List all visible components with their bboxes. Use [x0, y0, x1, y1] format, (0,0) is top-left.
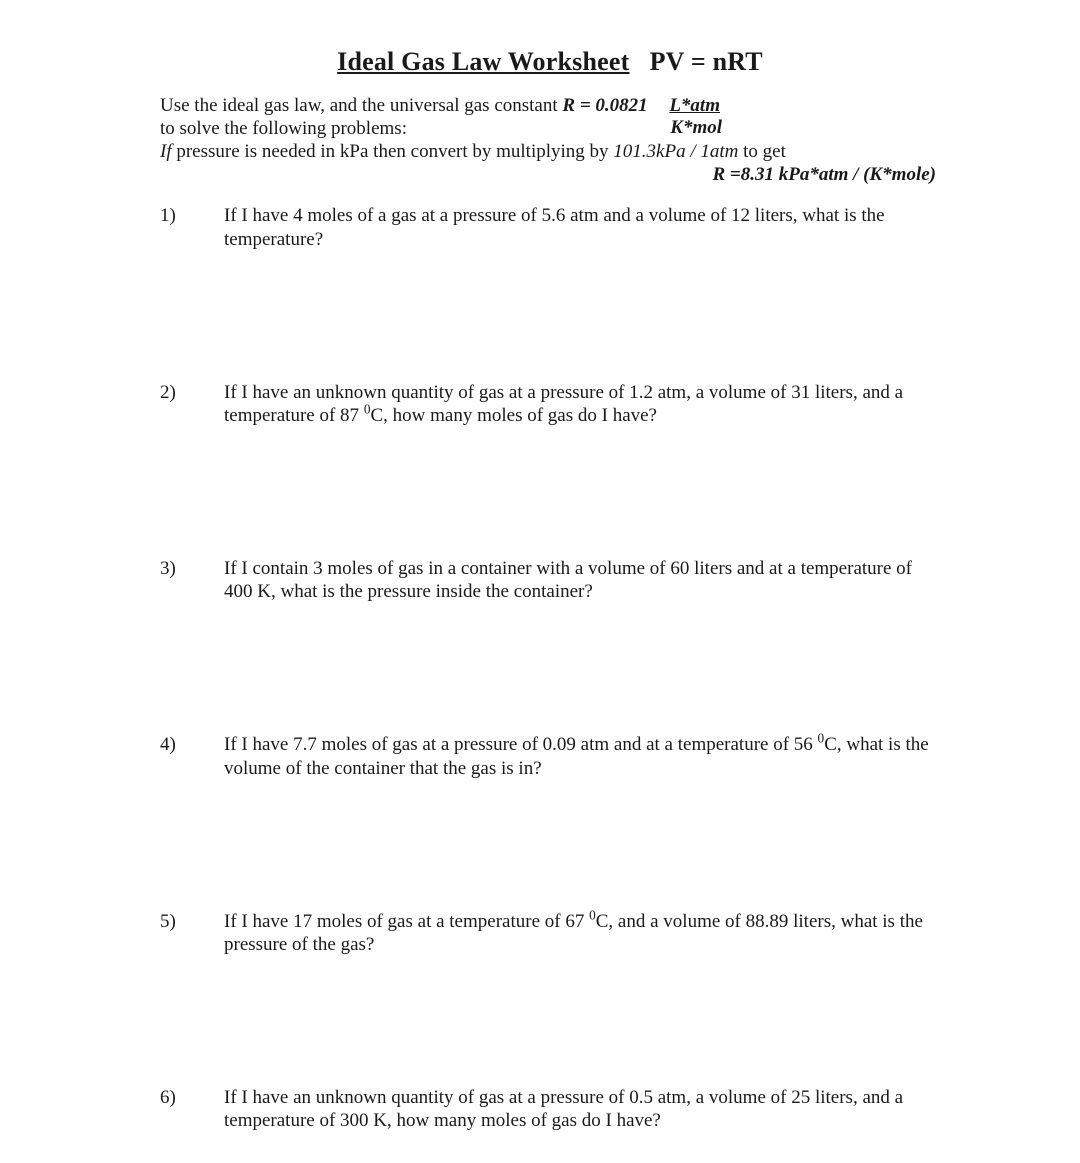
question-number: 1) — [160, 204, 224, 250]
intro-line2: to solve the following problems: — [160, 117, 940, 140]
unit-numerator: L*atm — [669, 94, 720, 117]
intro-line3: If pressure is needed in kPa then conver… — [160, 140, 940, 163]
title-underlined: Ideal Gas Law Worksheet — [337, 47, 629, 76]
question-1: 1) If I have 4 moles of a gas at a press… — [160, 204, 940, 250]
question-text: If I contain 3 moles of gas in a contain… — [224, 557, 940, 603]
question-2: 2) If I have an unknown quantity of gas … — [160, 381, 940, 427]
question-text: If I have 17 moles of gas at a temperatu… — [224, 910, 940, 956]
intro-constant: R = 0.0821 — [562, 95, 647, 116]
question-number: 4) — [160, 733, 224, 779]
intro-line1: Use the ideal gas law, and the universal… — [160, 94, 940, 117]
intro-line3-end: to get — [738, 141, 786, 162]
question-text: If I have 7.7 moles of gas at a pressure… — [224, 733, 940, 779]
question-number: 2) — [160, 381, 224, 427]
question-list: 1) If I have 4 moles of a gas at a press… — [160, 204, 940, 1132]
question-5: 5) If I have 17 moles of gas at a temper… — [160, 910, 940, 956]
intro-line3-conv: 101.3kPa / 1atm — [613, 141, 738, 162]
unit-denominator: K*mol — [670, 116, 722, 139]
worksheet-page: Ideal Gas Law Worksheet PV = nRT Use the… — [0, 0, 1080, 1163]
question-number: 6) — [160, 1086, 224, 1132]
question-3: 3) If I contain 3 moles of gas in a cont… — [160, 557, 940, 603]
question-text: If I have an unknown quantity of gas at … — [224, 381, 940, 427]
title-equation: PV = nRT — [650, 47, 763, 76]
question-text: If I have 4 moles of a gas at a pressure… — [224, 204, 940, 250]
question-number: 5) — [160, 910, 224, 956]
intro-line1-text: Use the ideal gas law, and the universal… — [160, 95, 562, 116]
question-6: 6) If I have an unknown quantity of gas … — [160, 1086, 940, 1132]
intro-line3-mid: pressure is needed in kPa then convert b… — [172, 141, 614, 162]
intro-block: Use the ideal gas law, and the universal… — [160, 94, 940, 187]
question-text: If I have an unknown quantity of gas at … — [224, 1086, 940, 1132]
title-row: Ideal Gas Law Worksheet PV = nRT — [160, 46, 940, 78]
question-number: 3) — [160, 557, 224, 603]
intro-line3-if: If — [160, 141, 172, 162]
intro-line4: R =8.31 kPa*atm / (K*mole) — [160, 163, 940, 186]
question-4: 4) If I have 7.7 moles of gas at a press… — [160, 733, 940, 779]
